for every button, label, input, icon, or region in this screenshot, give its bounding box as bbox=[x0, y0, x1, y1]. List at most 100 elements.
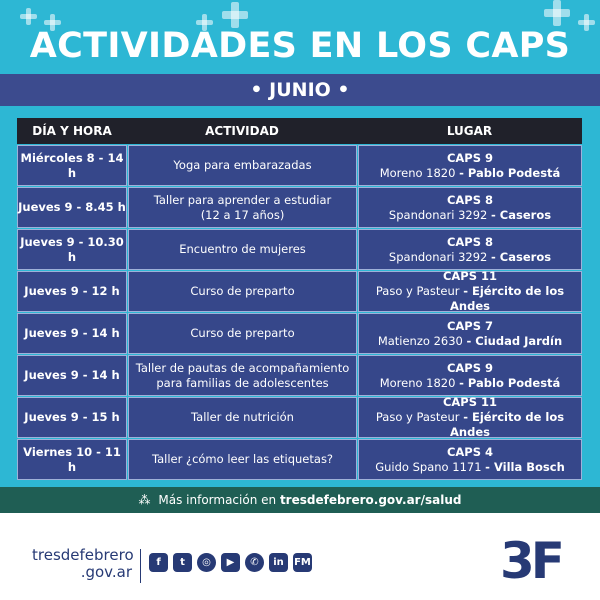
place-cell: CAPS 9 Moreno 1820 - Pablo Podestá bbox=[358, 145, 582, 186]
locality: - Ejército de los Andes bbox=[450, 410, 565, 439]
activity-cell: Taller ¿cómo leer las etiquetas? bbox=[128, 439, 357, 480]
caps-name: CAPS 9 bbox=[446, 360, 494, 375]
month-label: • JUNIO • bbox=[250, 79, 350, 101]
caps-name: CAPS 8 bbox=[446, 234, 494, 249]
footer: tresdefebrero .gov.ar f t ◎ ▶ ✆ in FM 3F bbox=[0, 513, 600, 600]
place-cell: CAPS 4 Guido Spano 1171 - Villa Bosch bbox=[358, 439, 582, 480]
activity-line: para familias de adolescentes bbox=[156, 375, 329, 390]
place-cell: CAPS 8 Spandonari 3292 - Caseros bbox=[358, 187, 582, 228]
address-line: Paso y Pasteur - Ejército de los Andes bbox=[359, 410, 581, 440]
place-cell: CAPS 9 Moreno 1820 - Pablo Podestá bbox=[358, 355, 582, 396]
activity-line: (12 a 17 años) bbox=[200, 207, 285, 222]
caps-name: CAPS 7 bbox=[446, 318, 494, 333]
address: Moreno 1820 bbox=[379, 375, 456, 390]
facebook-icon[interactable]: f bbox=[149, 553, 168, 572]
footer-divider bbox=[140, 549, 141, 583]
caps-name: CAPS 9 bbox=[446, 150, 494, 165]
place-cell: CAPS 7 Matienzo 2630 - Ciudad Jardín bbox=[358, 313, 582, 354]
column-header-activity: ACTIVIDAD bbox=[205, 124, 279, 138]
table-row: Jueves 9 - 14 h Curso de preparto CAPS 7 Ma… bbox=[17, 313, 582, 354]
twitter-icon[interactable]: t bbox=[173, 553, 192, 572]
address-line: Moreno 1820 - Pablo Podestá bbox=[380, 166, 561, 181]
day-time-cell: Jueves 9 - 14 h bbox=[17, 355, 127, 396]
place-cell: CAPS 8 Spandonari 3292 - Caseros bbox=[358, 229, 582, 270]
brand-name: tresdefebrero bbox=[32, 546, 134, 564]
table-row: Jueves 9 - 10.30 h Encuentro de mujeres CA… bbox=[17, 229, 582, 270]
info-link[interactable]: tresdefebrero.gov.ar/salud bbox=[279, 493, 462, 507]
activity-cell: Encuentro de mujeres bbox=[128, 229, 357, 270]
info-text: Más información en bbox=[158, 493, 277, 507]
day-time-cell: Jueves 9 - 14 h bbox=[17, 313, 127, 354]
activities-table: DÍA Y HORA ACTIVIDAD LUGAR Miércoles 8 -… bbox=[17, 118, 582, 480]
day-time-cell: Jueves 9 - 15 h bbox=[17, 397, 127, 438]
column-header-place: LUGAR bbox=[446, 124, 493, 138]
address: Paso y Pasteur bbox=[375, 284, 460, 298]
locality: - Caseros bbox=[491, 207, 552, 222]
locality: - Pablo Podestá bbox=[459, 165, 561, 180]
page-title: ACTIVIDADES EN LOS CAPS bbox=[29, 26, 571, 66]
activity-line: Yoga para embarazadas bbox=[173, 158, 312, 172]
activity-line: Taller de pautas de acompañamiento bbox=[135, 360, 350, 375]
caps-name: CAPS 4 bbox=[446, 444, 494, 459]
day-time-cell: Miércoles 8 - 14 h bbox=[17, 145, 127, 186]
address: Guido Spano 1171 bbox=[375, 459, 482, 474]
address-line: Paso y Pasteur - Ejército de los Andes bbox=[359, 284, 581, 314]
day-time-cell: Viernes 10 - 11 h bbox=[17, 439, 127, 480]
brand-logo: tresdefebrero .gov.ar bbox=[32, 546, 134, 581]
address: Spandonari 3292 bbox=[388, 249, 488, 264]
locality: - Caseros bbox=[491, 249, 552, 264]
linkedin-icon[interactable]: in bbox=[269, 553, 288, 572]
activity-line: Curso de preparto bbox=[190, 326, 295, 340]
address: Paso y Pasteur bbox=[375, 410, 460, 424]
pointer-click-icon: ⁂ bbox=[138, 493, 151, 507]
day-time-cell: Jueves 9 - 10.30 h bbox=[17, 229, 127, 270]
table-row: Jueves 9 - 14 h Taller de pautas de acomp… bbox=[17, 355, 582, 396]
caps-name: CAPS 8 bbox=[446, 192, 494, 207]
day-time-cell: Jueves 9 - 12 h bbox=[17, 271, 127, 312]
caps-name: CAPS 11 bbox=[442, 269, 498, 283]
table-row: Jueves 9 - 8.45 h Taller para aprender a … bbox=[17, 187, 582, 228]
locality: - Ejército de los Andes bbox=[450, 284, 565, 313]
day-time-cell: Jueves 9 - 8.45 h bbox=[17, 187, 127, 228]
activity-line: Taller para aprender a estudiar bbox=[153, 192, 332, 207]
address: Spandonari 3292 bbox=[388, 207, 488, 222]
activity-cell: Curso de preparto bbox=[128, 271, 357, 312]
month-bar: • JUNIO • bbox=[0, 74, 600, 106]
address-line: Guido Spano 1171 - Villa Bosch bbox=[375, 460, 565, 475]
locality: - Pablo Podestá bbox=[459, 375, 561, 390]
address-line: Moreno 1820 - Pablo Podestá bbox=[380, 376, 561, 391]
social-icons: f t ◎ ▶ ✆ in FM bbox=[149, 553, 312, 572]
activity-line: Curso de preparto bbox=[190, 284, 295, 298]
address-line: Spandonari 3292 - Caseros bbox=[389, 208, 551, 223]
caps-name: CAPS 11 bbox=[442, 395, 498, 409]
brand-domain: .gov.ar bbox=[80, 563, 132, 581]
place-cell: CAPS 11 Paso y Pasteur - Ejército de los … bbox=[358, 395, 582, 440]
fm-radio-icon[interactable]: FM bbox=[293, 553, 312, 572]
locality: - Villa Bosch bbox=[485, 459, 565, 474]
table-row: Jueves 9 - 12 h Curso de preparto CAPS 11 P… bbox=[17, 269, 582, 314]
table-row: Viernes 10 - 11 h Taller ¿cómo leer las e… bbox=[17, 439, 582, 480]
table-row: Jueves 9 - 15 h Taller de nutrición CAPS 1… bbox=[17, 395, 582, 440]
activity-line: Encuentro de mujeres bbox=[179, 242, 306, 256]
activity-cell: Taller de nutrición bbox=[128, 397, 357, 438]
youtube-icon[interactable]: ▶ bbox=[221, 553, 240, 572]
activity-cell: Taller de pautas de acompañamiento para f… bbox=[128, 355, 357, 396]
whatsapp-icon[interactable]: ✆ bbox=[245, 553, 264, 572]
info-bar: ⁂ Más información en tresdefebrero.gov.a… bbox=[0, 487, 600, 513]
instagram-icon[interactable]: ◎ bbox=[197, 553, 216, 572]
table-header: DÍA Y HORA ACTIVIDAD LUGAR bbox=[17, 118, 582, 144]
table-row: Miércoles 8 - 14 h Yoga para embarazadas C… bbox=[17, 145, 582, 186]
address-line: Matienzo 2630 - Ciudad Jardín bbox=[378, 334, 562, 349]
address: Matienzo 2630 bbox=[377, 333, 463, 348]
address: Moreno 1820 bbox=[379, 165, 456, 180]
activity-cell: Yoga para embarazadas bbox=[128, 145, 357, 186]
activity-cell: Taller para aprender a estudiar (12 a 17 … bbox=[128, 187, 357, 228]
activity-line: Taller de nutrición bbox=[191, 410, 294, 424]
locality: - Ciudad Jardín bbox=[466, 333, 563, 348]
table-body: Miércoles 8 - 14 h Yoga para embarazadas C… bbox=[17, 145, 582, 480]
column-header-day: DÍA Y HORA bbox=[32, 124, 112, 138]
activity-line: Taller ¿cómo leer las etiquetas? bbox=[151, 452, 334, 466]
place-cell: CAPS 11 Paso y Pasteur - Ejército de los … bbox=[358, 269, 582, 314]
3f-logo: 3F bbox=[500, 532, 565, 590]
activity-cell: Curso de preparto bbox=[128, 313, 357, 354]
